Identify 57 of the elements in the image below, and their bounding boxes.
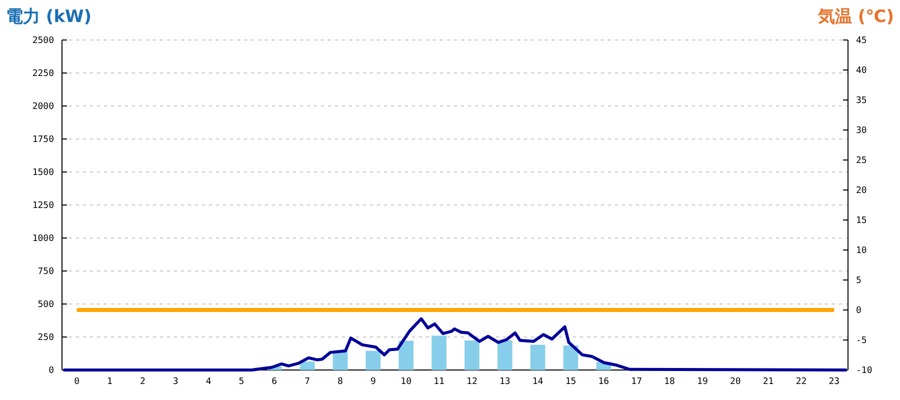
x-tick-label: 10 [400,377,412,387]
x-tick-label: 17 [631,377,642,387]
y2-tick-label: 5 [856,276,862,286]
x-tick-label: 8 [338,377,343,387]
y-tick-label: 1000 [32,234,54,244]
y2-tick-label: 25 [856,156,867,166]
x-tick-label: 5 [238,377,244,387]
y2-axis-title: 気温 (℃) [816,7,894,27]
y2-tick-label: 40 [856,66,867,76]
x-tick-label: 12 [466,377,478,387]
y2-tick-label: 30 [856,126,867,136]
x-tick-label: 14 [532,377,544,387]
x-tick-label: 11 [434,377,444,387]
y2-tick-label: 45 [856,36,867,46]
y-tick-label: 1250 [32,201,54,211]
x-tick-label: 15 [565,377,576,387]
y-tick-label: 1500 [32,168,54,178]
bar [398,340,414,370]
x-tick-label: 16 [598,377,610,387]
y-tick-label: 1750 [32,135,54,145]
x-tick-label: 21 [762,377,774,387]
y-tick-label: 2250 [32,69,54,79]
bar [464,340,480,370]
y2-tick-label: -5 [856,336,867,346]
y2-tick-label: 35 [856,96,867,106]
x-tick-label: 1 [107,377,112,387]
x-tick-label: 22 [796,377,807,387]
y-tick-label: 2000 [32,102,54,112]
x-tick-label: 18 [664,377,675,387]
bar [432,336,446,370]
x-tick-label: 20 [730,377,741,387]
y2-tick-label: -10 [856,366,872,376]
x-tick-label: 7 [304,377,310,387]
bar [563,345,578,370]
y2-tick-label: 10 [856,246,867,256]
x-tick-label: 6 [272,377,278,387]
x-tick-label: 19 [697,377,708,387]
y-tick-label: 2500 [32,36,54,46]
bar [366,350,381,370]
y-axis-title: 電力 (kW) [6,7,92,27]
x-tick-label: 0 [74,377,80,387]
y2-tick-label: 20 [856,186,867,196]
y-tick-label: 0 [48,366,54,376]
bar [300,362,315,370]
bar [497,340,512,370]
y-tick-label: 500 [38,300,54,310]
y-tick-label: 250 [38,333,54,343]
x-tick-label: 9 [370,377,376,387]
y2-tick-label: 0 [856,306,862,316]
bar [530,344,546,370]
x-tick-label: 23 [828,377,840,387]
y2-tick-label: 15 [856,216,867,226]
x-tick-label: 3 [172,377,178,387]
x-tick-label: 4 [206,377,212,387]
x-tick-label: 13 [499,377,510,387]
y-tick-label: 750 [38,267,54,277]
x-tick-label: 2 [140,377,146,387]
